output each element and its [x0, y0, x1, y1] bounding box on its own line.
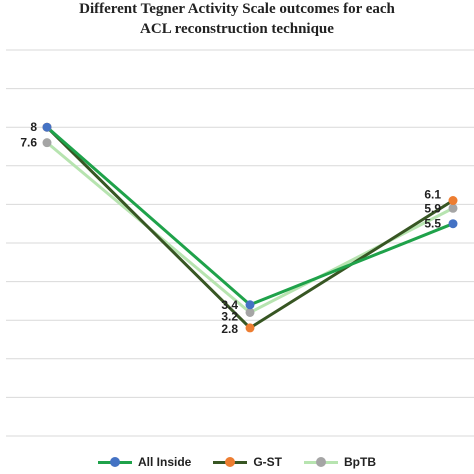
legend-marker-bptb — [316, 457, 326, 467]
chart-title-line-1: Different Tegner Activity Scale outcomes… — [79, 1, 395, 17]
legend-item-all-inside[interactable]: All Inside — [97, 455, 192, 469]
series-lines — [45, 126, 454, 330]
legend-swatch — [304, 456, 338, 468]
data-label: 5.5 — [424, 217, 441, 231]
data-point — [448, 203, 458, 213]
data-label: 2.8 — [221, 322, 238, 336]
legend-label: G-ST — [253, 455, 282, 469]
chart-title-line-2: ACL reconstruction technique — [140, 21, 334, 37]
legend-item-bptb[interactable]: BpTB — [304, 455, 376, 469]
data-label: 6.1 — [424, 188, 441, 202]
legend-item-g-st[interactable]: G-ST — [213, 455, 282, 469]
legend-swatch — [97, 456, 132, 468]
data-label: 7.6 — [20, 136, 37, 150]
data-labels: 8 7.6 3.43.22.8 6.15.9 5.5 — [20, 120, 441, 336]
legend-marker-all-inside — [109, 457, 120, 467]
legend-swatch — [213, 456, 248, 468]
data-point — [42, 122, 52, 132]
series-line-g-st — [45, 126, 454, 330]
series-line-bptb — [46, 141, 454, 314]
series-markers — [42, 122, 458, 333]
legend-label: All Inside — [137, 455, 192, 469]
data-point — [448, 219, 458, 229]
data-point — [42, 138, 52, 148]
legend-label: BpTB — [344, 455, 376, 469]
data-point — [245, 307, 255, 317]
legend-marker-g-st — [225, 457, 236, 467]
data-label: 3.4 — [221, 298, 238, 312]
data-point — [245, 323, 255, 333]
data-label: 3.2 — [221, 309, 238, 323]
data-label: 8 — [30, 120, 37, 134]
legend: All Inside G-ST BpTB — [0, 455, 474, 469]
data-label: 5.9 — [424, 201, 441, 215]
gridlines — [6, 49, 474, 437]
data-point — [448, 196, 458, 206]
series-line-all-inside — [46, 126, 454, 307]
data-point — [245, 300, 255, 310]
